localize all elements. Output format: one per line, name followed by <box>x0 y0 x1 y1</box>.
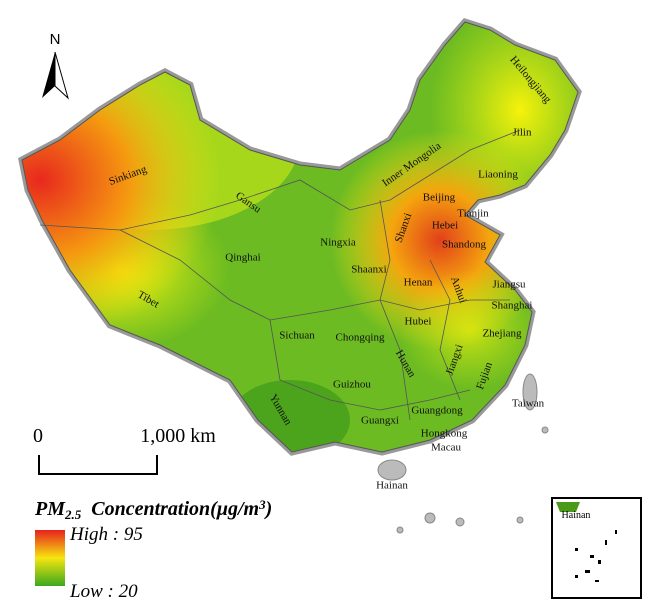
province-label: Jiangsu <box>493 279 527 291</box>
province-label: Tianjin <box>457 208 489 220</box>
scale-bar: 0 1,000 km <box>33 425 216 475</box>
legend: PM2.5 Concentration(μg/m3) High : 95 Low … <box>34 497 272 602</box>
province-label: Hainan <box>376 480 408 492</box>
province-label: Liaoning <box>478 169 518 181</box>
province-label: Guizhou <box>333 379 371 391</box>
province-label: Macau <box>431 442 461 454</box>
inset: Hainan <box>551 497 642 599</box>
province-label: Guangxi <box>361 415 399 427</box>
legend-title: PM2.5 Concentration(μg/m3) <box>34 497 272 522</box>
scale-end: 1,000 km <box>140 425 216 447</box>
province-label: Jilin <box>513 127 532 139</box>
province-label: Henan <box>404 277 433 289</box>
province-label: Hongkong <box>421 428 468 440</box>
legend-title-sub: 2.5 <box>64 507 82 522</box>
legend-low: Low : 20 <box>69 581 138 602</box>
province-label: Hubei <box>405 316 432 328</box>
north-label: N <box>50 31 61 48</box>
legend-title-main: PM <box>34 498 66 520</box>
province-label: Hebei <box>432 220 458 232</box>
province-label: Taiwan <box>512 398 545 410</box>
province-label: Shandong <box>442 239 487 251</box>
legend-ramp <box>35 530 65 586</box>
legend-title-rest: Concentration(μg/m <box>91 498 259 520</box>
province-label: Qinghai <box>225 252 260 264</box>
scale-start: 0 <box>33 425 43 447</box>
province-label: Guangdong <box>411 405 463 417</box>
legend-title-sup: 3 <box>258 497 266 512</box>
province-label: Beijing <box>423 192 456 204</box>
province-label: Shanghai <box>492 300 533 312</box>
province-borders <box>39 129 521 421</box>
inset-label: Hainan <box>562 510 591 521</box>
legend-high: High : 95 <box>69 524 143 545</box>
province-label: Ningxia <box>320 237 356 249</box>
islands <box>377 373 549 534</box>
north-arrow: N <box>42 31 69 100</box>
province-label: Shaanxi <box>351 264 386 276</box>
province-label: Chongqing <box>336 332 385 344</box>
province-label: Sichuan <box>279 330 315 342</box>
province-label: Zhejiang <box>482 328 522 340</box>
legend-title-close: ) <box>264 498 273 520</box>
